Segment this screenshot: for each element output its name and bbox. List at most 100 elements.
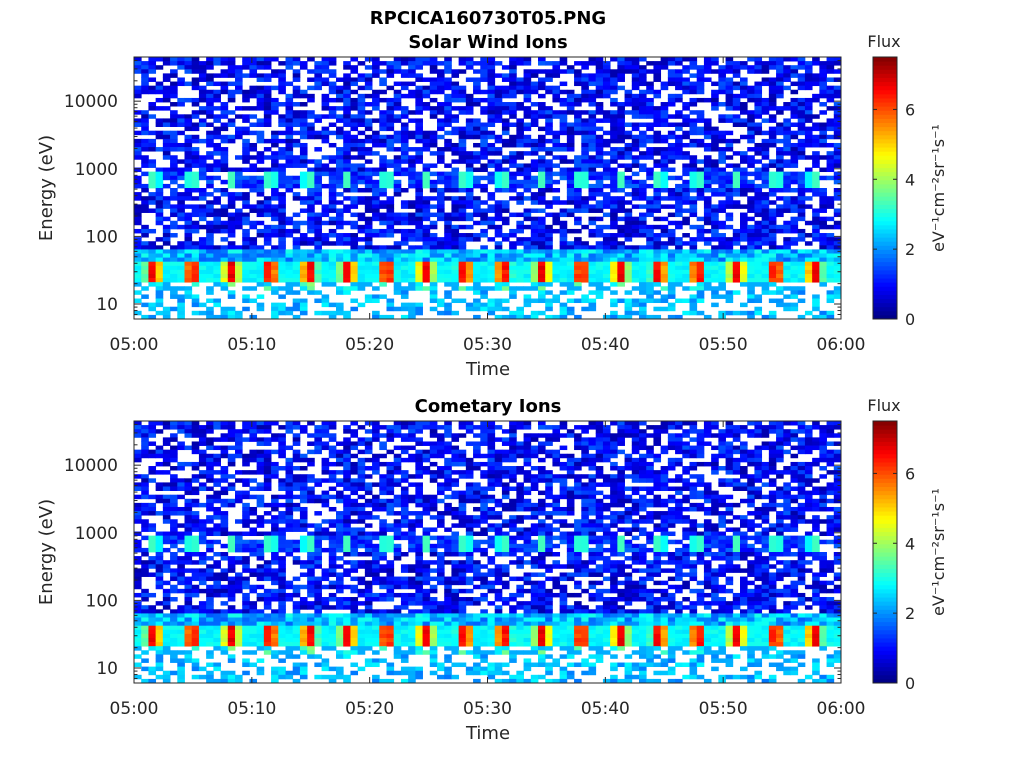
heat-cell <box>206 142 214 148</box>
heat-cell <box>263 97 272 103</box>
heat-cell <box>458 188 467 193</box>
heat-cell <box>617 110 625 115</box>
heat-cell <box>682 106 690 111</box>
heat-cell <box>213 73 221 78</box>
heat-cell <box>530 122 539 127</box>
heat-cell <box>797 228 806 234</box>
heat-cell <box>213 208 221 213</box>
heat-cell <box>631 147 640 152</box>
heat-cell <box>458 93 467 99</box>
heat-cell <box>256 204 265 209</box>
heat-cell <box>321 310 330 316</box>
heat-cell <box>559 142 568 148</box>
heat-cell <box>350 81 359 87</box>
heat-cell <box>761 233 770 238</box>
heat-cell <box>162 106 171 111</box>
heat-cell <box>177 629 185 635</box>
heat-cell <box>783 237 791 242</box>
heat-cell <box>624 261 633 267</box>
colorbar-segment <box>873 269 897 275</box>
heat-cell <box>162 568 171 573</box>
heat-cell <box>465 77 474 82</box>
colorbar-segment <box>873 310 897 316</box>
heat-cell <box>198 196 207 201</box>
heat-cell <box>184 486 193 491</box>
heat-cell <box>256 118 265 123</box>
heat-cell <box>162 269 171 275</box>
heat-cell <box>689 118 698 123</box>
heat-cell <box>631 171 640 177</box>
heat-cell <box>588 228 597 234</box>
heat-cell <box>812 171 820 177</box>
heat-cell <box>516 118 524 123</box>
heat-cell <box>170 650 178 655</box>
heat-cell <box>631 138 640 144</box>
heat-cell <box>480 253 488 258</box>
heat-cell <box>170 114 178 119</box>
heat-cell <box>725 188 734 193</box>
heat-cell <box>343 310 351 316</box>
heat-cell <box>675 208 683 213</box>
heat-cell <box>170 633 178 639</box>
heat-cell <box>170 425 178 430</box>
heat-cell <box>213 212 221 218</box>
heat-cell <box>299 163 308 168</box>
heat-cell <box>819 138 827 144</box>
heat-cell <box>299 183 308 189</box>
heat-cell <box>177 511 185 516</box>
heat-cell <box>480 273 488 279</box>
heat-cell <box>170 155 178 160</box>
heat-cell <box>530 102 539 107</box>
heat-cell <box>249 130 258 136</box>
heat-cell <box>134 580 142 586</box>
heat-cell <box>473 61 481 66</box>
heat-cell <box>804 188 813 193</box>
heat-cell <box>494 253 503 258</box>
heat-cell <box>747 89 755 95</box>
heat-cell <box>256 302 265 308</box>
heat-cell <box>141 437 149 442</box>
heat-cell <box>336 273 344 279</box>
heat-cell <box>364 282 373 287</box>
heat-cell <box>184 97 193 103</box>
heat-cell <box>278 278 286 283</box>
heat-cell <box>162 147 171 152</box>
heat-cell <box>162 286 171 291</box>
heat-cell <box>530 216 539 222</box>
heat-cell <box>740 265 748 271</box>
heat-cell <box>725 278 734 283</box>
heat-cell <box>364 147 373 152</box>
heat-cell <box>718 224 726 230</box>
heat-cell <box>328 257 337 263</box>
heat-cell <box>617 147 625 152</box>
heat-cell <box>494 183 503 189</box>
colorbar-segment <box>873 302 897 308</box>
heat-cell <box>372 93 380 99</box>
heat-cell <box>689 171 698 177</box>
heat-cell <box>227 294 236 299</box>
heat-cell <box>530 175 539 181</box>
heat-cell <box>494 245 503 250</box>
heat-cell <box>660 110 669 115</box>
heat-cell <box>523 245 532 250</box>
heat-cell <box>170 220 178 226</box>
heat-cell <box>494 61 503 66</box>
heat-cell <box>675 245 683 250</box>
heat-cell <box>141 81 149 87</box>
heat-cell <box>292 61 301 66</box>
heat-cell <box>812 302 820 308</box>
heat-cell <box>624 253 633 258</box>
heat-cell <box>242 228 250 234</box>
heat-cell <box>328 61 337 66</box>
heat-cell <box>141 85 149 91</box>
heat-cell <box>415 61 423 66</box>
heat-cell <box>177 486 185 491</box>
heat-cell <box>595 175 604 181</box>
heat-cell <box>184 625 193 631</box>
heat-cell <box>473 298 481 304</box>
heat-cell <box>321 241 330 246</box>
heat-cell <box>141 61 149 66</box>
heat-cell <box>336 278 344 283</box>
heat-cell <box>761 265 770 271</box>
heat-cell <box>408 81 416 87</box>
